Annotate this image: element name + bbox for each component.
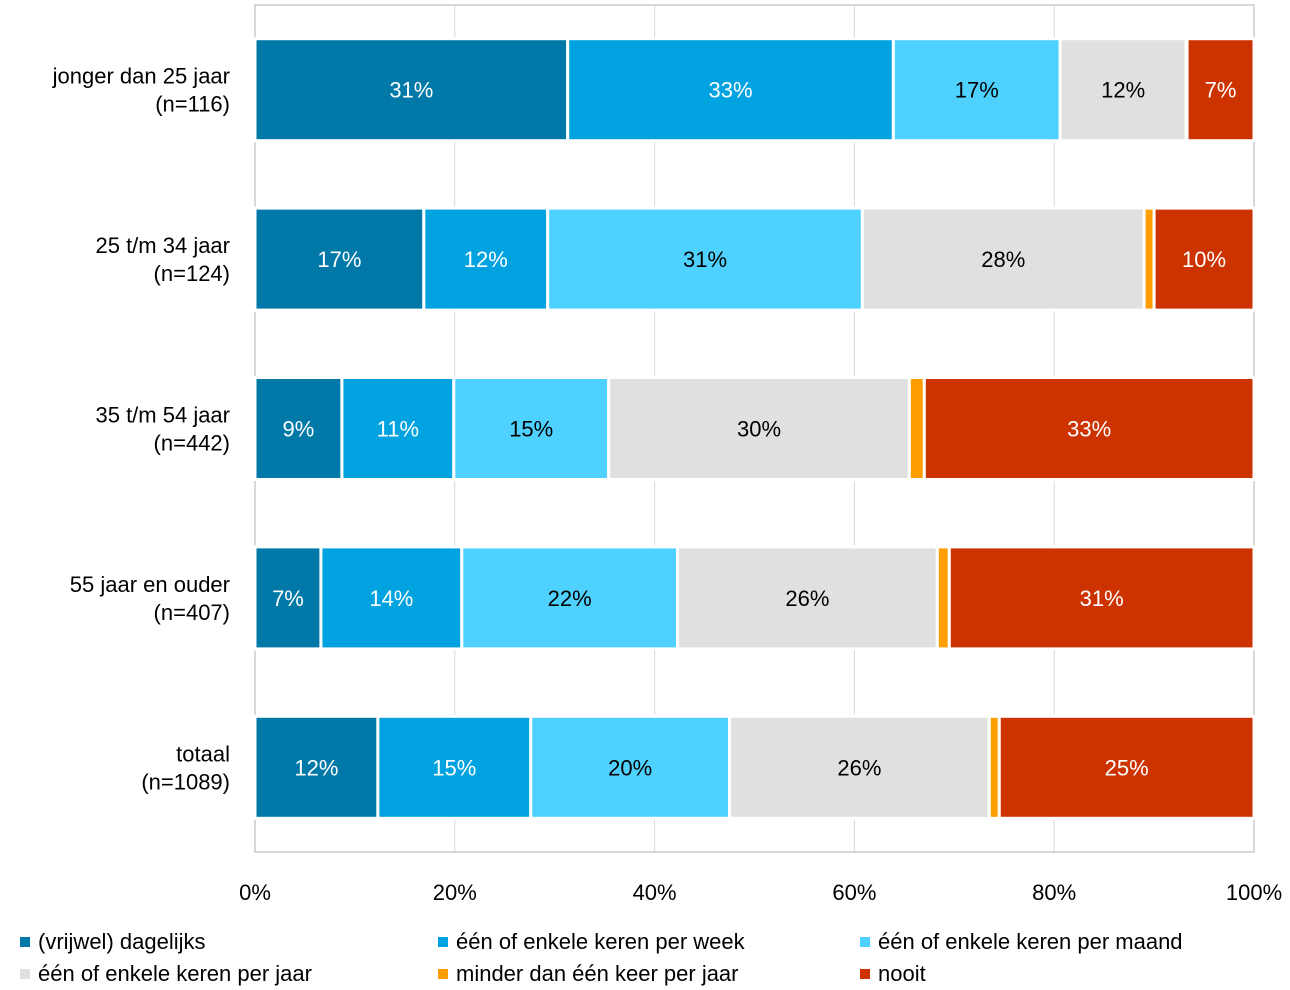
data-label: 12%	[1101, 78, 1145, 103]
legend-swatch	[860, 969, 870, 979]
bar-segment	[728, 714, 991, 820]
legend-label: nooit	[878, 961, 926, 986]
data-label: 33%	[1067, 417, 1111, 442]
data-label: 31%	[1080, 586, 1124, 611]
legend-item: (vrijwel) dagelijks	[20, 928, 205, 956]
data-label: 26%	[837, 755, 881, 780]
legend-swatch	[438, 969, 448, 979]
bar-segment	[253, 37, 570, 143]
x-tick-label: 100%	[1226, 880, 1282, 905]
legend-item: één of enkele keren per maand	[860, 928, 1183, 956]
category-label: totaal (n=1089)	[141, 741, 230, 794]
legend-label: één of enkele keren per maand	[878, 929, 1183, 954]
bar-segment	[907, 376, 926, 481]
bar-segment	[1058, 37, 1188, 143]
data-label: 7%	[272, 586, 304, 611]
data-label: 7%	[1205, 78, 1237, 103]
legend-label: één of enkele keren per jaar	[38, 961, 312, 986]
data-label: 17%	[317, 247, 361, 272]
data-label: 20%	[608, 755, 652, 780]
bar-segment	[253, 714, 380, 820]
bar-segment	[997, 714, 1256, 820]
data-label: 31%	[683, 247, 727, 272]
legend-label: (vrijwel) dagelijks	[38, 929, 206, 954]
legend-swatch	[438, 937, 448, 947]
bar-segment	[1185, 37, 1256, 143]
x-tick-label: 60%	[832, 880, 876, 905]
bar-segment	[253, 206, 426, 312]
x-tick-label: 80%	[1032, 880, 1076, 905]
bar-segment	[460, 545, 680, 651]
data-label: 11%	[377, 417, 419, 442]
legend-label: één of enkele keren per week	[456, 929, 745, 954]
legend: (vrijwel) dagelijks één of enkele keren p…	[20, 928, 1280, 988]
data-label: 10%	[1182, 247, 1226, 272]
data-label: 12%	[294, 755, 338, 780]
data-label: 9%	[283, 417, 315, 442]
x-tick-label: 20%	[433, 880, 477, 905]
data-label: 30%	[737, 417, 781, 442]
bar-segment	[922, 376, 1256, 481]
legend-swatch	[20, 969, 30, 979]
data-label: 17%	[955, 78, 999, 103]
bar-segment	[1152, 206, 1256, 312]
x-tick-label: 40%	[633, 880, 677, 905]
bar-segment	[376, 714, 533, 820]
legend-swatch	[20, 937, 30, 947]
legend-item: minder dan één keer per jaar	[438, 960, 739, 988]
bar-segment	[860, 206, 1146, 312]
bar-segment	[452, 376, 611, 481]
category-label: jonger dan 25 jaar (n=116)	[52, 64, 230, 117]
data-label: 15%	[432, 755, 476, 780]
data-label: 22%	[548, 586, 592, 611]
legend-item: één of enkele keren per week	[438, 928, 745, 956]
bar-segment	[676, 545, 939, 651]
bar-segment	[607, 376, 911, 481]
legend-swatch	[860, 937, 870, 947]
data-label: 15%	[509, 417, 553, 442]
bar-segment	[947, 545, 1256, 651]
category-label: 35 t/m 54 jaar (n=442)	[95, 403, 230, 456]
legend-label: minder dan één keer per jaar	[456, 961, 739, 986]
bar-segment	[546, 206, 864, 312]
stacked-bar-chart: 31% 33% 17% 12% 7% jonger dan 25 jaar (n=116) 1…	[52, 4, 1282, 905]
legend-item: één of enkele keren per jaar	[20, 960, 312, 988]
x-tick-label: 0%	[239, 880, 271, 905]
data-label: 14%	[369, 586, 413, 611]
bar-segment	[566, 37, 895, 143]
bar-segment	[340, 376, 456, 481]
data-label: 26%	[785, 586, 829, 611]
category-label: 55 jaar en ouder (n=407)	[70, 572, 230, 625]
data-label: 31%	[389, 78, 433, 103]
legend-item: nooit	[860, 960, 926, 988]
category-label: 25 t/m 34 jaar (n=124)	[95, 233, 230, 286]
bar-segment	[422, 206, 550, 312]
data-label: 12%	[464, 247, 508, 272]
data-label: 25%	[1105, 755, 1149, 780]
data-label: 28%	[981, 247, 1025, 272]
bar-segment	[935, 545, 951, 651]
data-label: 33%	[709, 78, 753, 103]
bar-segment	[891, 37, 1062, 143]
